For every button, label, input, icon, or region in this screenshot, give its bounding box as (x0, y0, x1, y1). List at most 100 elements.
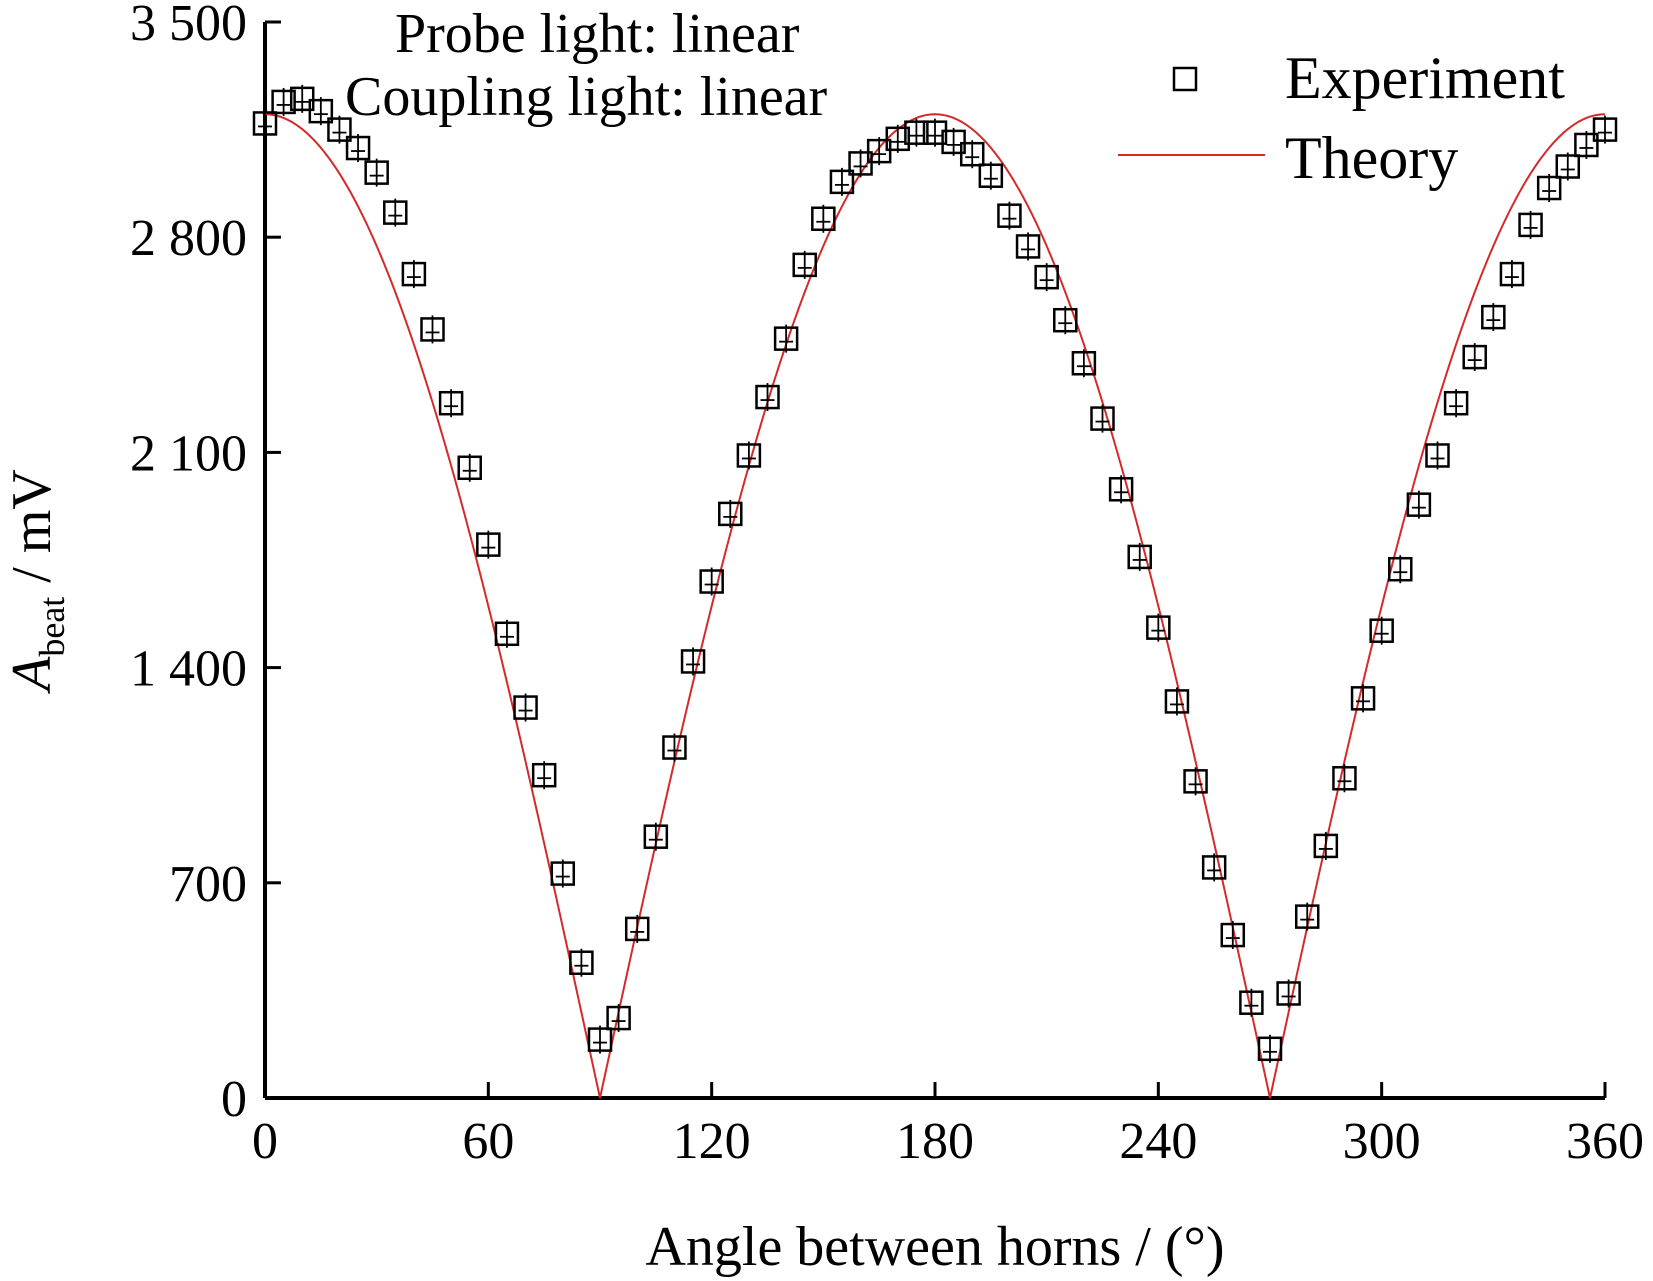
x-axis-title: Angle between horns / (°) (645, 1216, 1224, 1278)
experiment-point (1164, 689, 1190, 714)
experiment-point (383, 200, 408, 225)
experiment-point (1592, 117, 1618, 142)
experiment-point (1388, 556, 1413, 582)
experiment-point (941, 129, 966, 155)
experiment-point (1146, 615, 1171, 640)
experiment-point (1574, 132, 1599, 158)
experiment-point (1518, 212, 1543, 238)
plot-area: 0 60 120 180 240 300 360 0 700 1 400 2 100 2 800 3 5… (130, 0, 1644, 1170)
experiment-point (848, 151, 873, 176)
experiment-point (662, 735, 687, 760)
y-axis-title-unit: / mV (1, 469, 63, 597)
x-tick-label-120: 120 (673, 1113, 751, 1170)
experiment-point (829, 169, 855, 195)
legend-experiment-marker (1172, 66, 1198, 92)
experiment-point (1257, 1036, 1283, 1062)
experiment-point (1220, 922, 1246, 948)
experiment-point (1332, 766, 1357, 791)
experiment-point (922, 120, 948, 145)
experiment-point (327, 117, 352, 142)
experiment-point (866, 138, 892, 164)
legend-experiment-label: Experiment (1285, 45, 1565, 111)
experiment-point (1276, 981, 1301, 1006)
experiment-point (811, 206, 836, 232)
experiment-point (1555, 154, 1581, 179)
experiment-point (885, 126, 911, 152)
experiment-point (1053, 307, 1078, 333)
experiment-point (494, 621, 520, 647)
experiment-point (1201, 855, 1227, 880)
experiment-point (252, 111, 278, 136)
y-tick-label-1400: 1 400 (130, 641, 247, 698)
experiment-point (289, 86, 315, 112)
experiment-point (438, 390, 464, 416)
experiment-point (1499, 261, 1525, 287)
experiment-point (1015, 234, 1041, 259)
x-tick-label-0: 0 (252, 1113, 278, 1170)
experiment-point (773, 326, 799, 351)
experiment-point (271, 89, 296, 115)
x-tick-label-240: 240 (1119, 1113, 1197, 1170)
experiment-point (736, 443, 762, 468)
experiment-point (420, 317, 445, 342)
experiment-point (680, 649, 706, 674)
experiment-point (718, 501, 743, 527)
y-axis-title-sub: beat (32, 597, 72, 657)
experiment-point (513, 695, 538, 720)
y-tick-label-0: 0 (221, 1071, 247, 1128)
experiment-point (1369, 618, 1394, 643)
experiment-point (755, 384, 780, 410)
experiment-point (1406, 492, 1432, 517)
experiment-point (531, 762, 557, 788)
experiment-point (1443, 390, 1469, 416)
experiment-point (1294, 904, 1320, 929)
experiment-point (1108, 477, 1134, 502)
experiment-point (643, 824, 669, 849)
experiment-point (457, 455, 482, 481)
x-tick-label-180: 180 (896, 1113, 974, 1170)
x-tick-label-360: 360 (1566, 1113, 1644, 1170)
experiment-point (1183, 769, 1208, 794)
experiment-point (792, 252, 817, 278)
legend-theory-label: Theory (1285, 125, 1458, 191)
experiment-point (978, 163, 1004, 188)
experiment-point (1462, 344, 1487, 370)
experiment-point (606, 1005, 631, 1031)
x-tick-label-300: 300 (1343, 1113, 1421, 1170)
experiment-point (345, 135, 371, 161)
experiment-point (1350, 686, 1376, 711)
experiment-point (1071, 350, 1097, 376)
experiment-point (1481, 304, 1506, 330)
y-tick-label-700: 700 (169, 856, 247, 913)
experiment-point (569, 950, 594, 975)
experiment-point (401, 261, 427, 287)
experiment-point (699, 569, 724, 594)
x-tick-label-60: 60 (462, 1113, 514, 1170)
legend: Experiment Theory (1118, 45, 1565, 191)
y-axis-title: Abeat / mV (1, 469, 72, 695)
experiment-point (308, 98, 334, 124)
y-tick-label-3500: 3 500 (130, 0, 247, 52)
annotation-coupling-light: Coupling light: linear (345, 66, 828, 128)
experiment-point (1090, 406, 1115, 431)
experiment-point (1034, 264, 1059, 290)
experiment-point (476, 532, 501, 557)
theory-line (264, 113, 1606, 1099)
experiment-point (550, 861, 576, 886)
experiment-point (587, 1027, 613, 1052)
experiment-point (997, 203, 1022, 228)
y-tick-label-2800: 2 800 (130, 210, 247, 267)
experiment-point (904, 120, 929, 145)
experiment-point (1313, 833, 1339, 859)
y-tick-label-2100: 2 100 (130, 425, 247, 482)
experiment-point (624, 916, 650, 942)
svg-text:Abeat / mV: Abeat / mV (1, 469, 72, 695)
y-axis-title-main: A (1, 656, 63, 695)
experiment-point (1536, 175, 1562, 201)
experiment-point (364, 160, 389, 185)
experiment-point (1239, 990, 1264, 1015)
experiment-point (1425, 443, 1450, 468)
experiment-point (959, 141, 985, 167)
annotation-probe-light: Probe light: linear (395, 3, 800, 65)
